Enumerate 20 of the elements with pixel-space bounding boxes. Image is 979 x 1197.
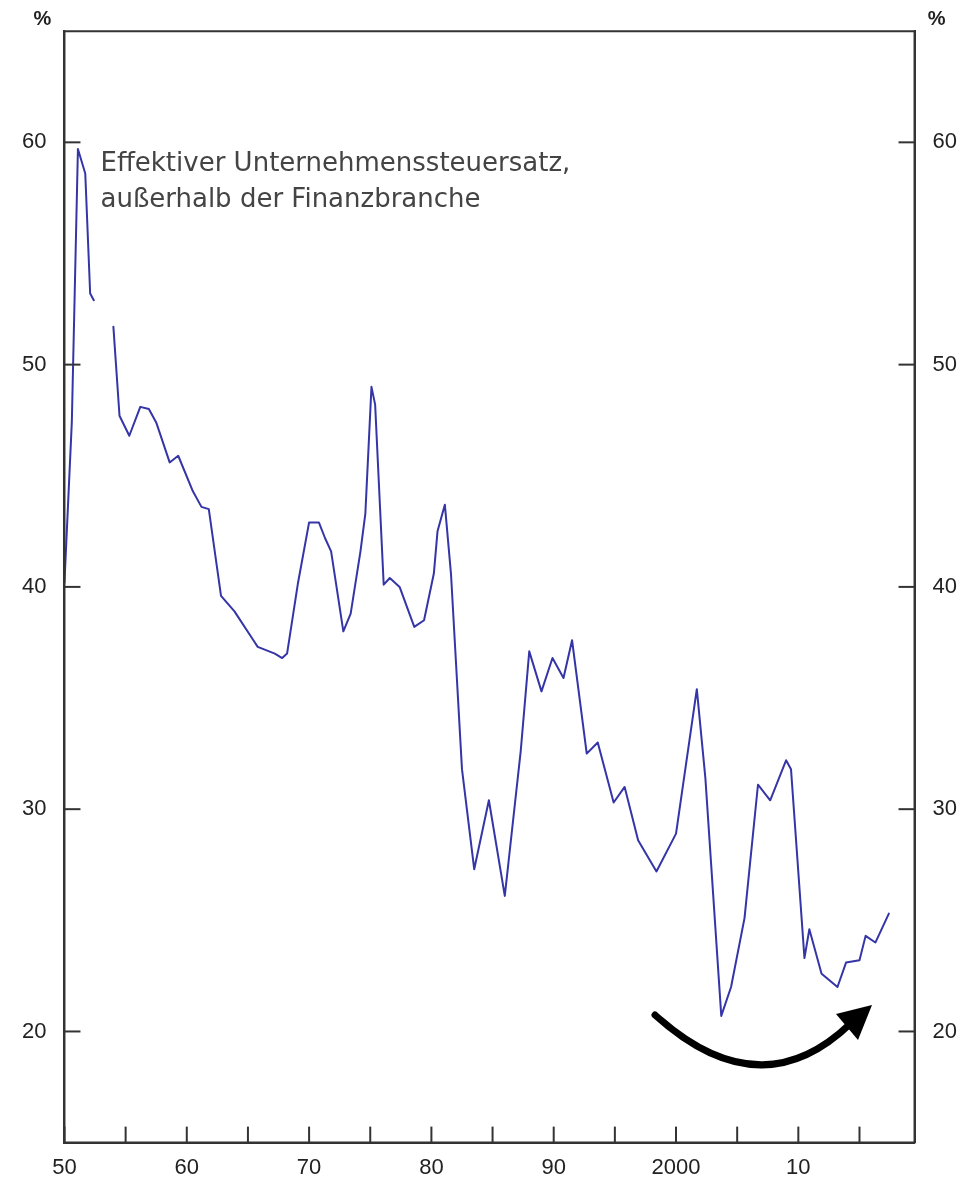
y2-tick-label: 60 bbox=[932, 128, 958, 154]
annotation: Effektiver Unternehmenssteuersatz, außerhalb der Finanzbranche bbox=[100, 146, 571, 213]
y-tick-label: 30 bbox=[21, 795, 47, 821]
y-tick-label: 40 bbox=[21, 572, 47, 598]
x-tick-label: 10 bbox=[786, 1153, 811, 1179]
y-tick-label: 60 bbox=[21, 128, 47, 154]
x-tick-label: 2000 bbox=[651, 1153, 701, 1179]
x-tick-label: 50 bbox=[52, 1153, 77, 1179]
x-tick-label: 60 bbox=[174, 1153, 200, 1179]
x-tick-label: 90 bbox=[541, 1153, 566, 1179]
x-tick-label: 70 bbox=[296, 1153, 322, 1179]
y-tick-label: 50 bbox=[21, 350, 47, 376]
x-tick-label: 80 bbox=[419, 1153, 444, 1179]
y2-tick-label: 30 bbox=[932, 795, 958, 821]
y-axis-title: % bbox=[33, 6, 52, 29]
y2-tick-label: 40 bbox=[932, 572, 958, 598]
y2-axis-title: % bbox=[927, 6, 946, 29]
y2-tick-label: 50 bbox=[932, 350, 958, 376]
y2-tick-label: 20 bbox=[932, 1017, 958, 1043]
y-tick-label: 20 bbox=[21, 1017, 47, 1043]
